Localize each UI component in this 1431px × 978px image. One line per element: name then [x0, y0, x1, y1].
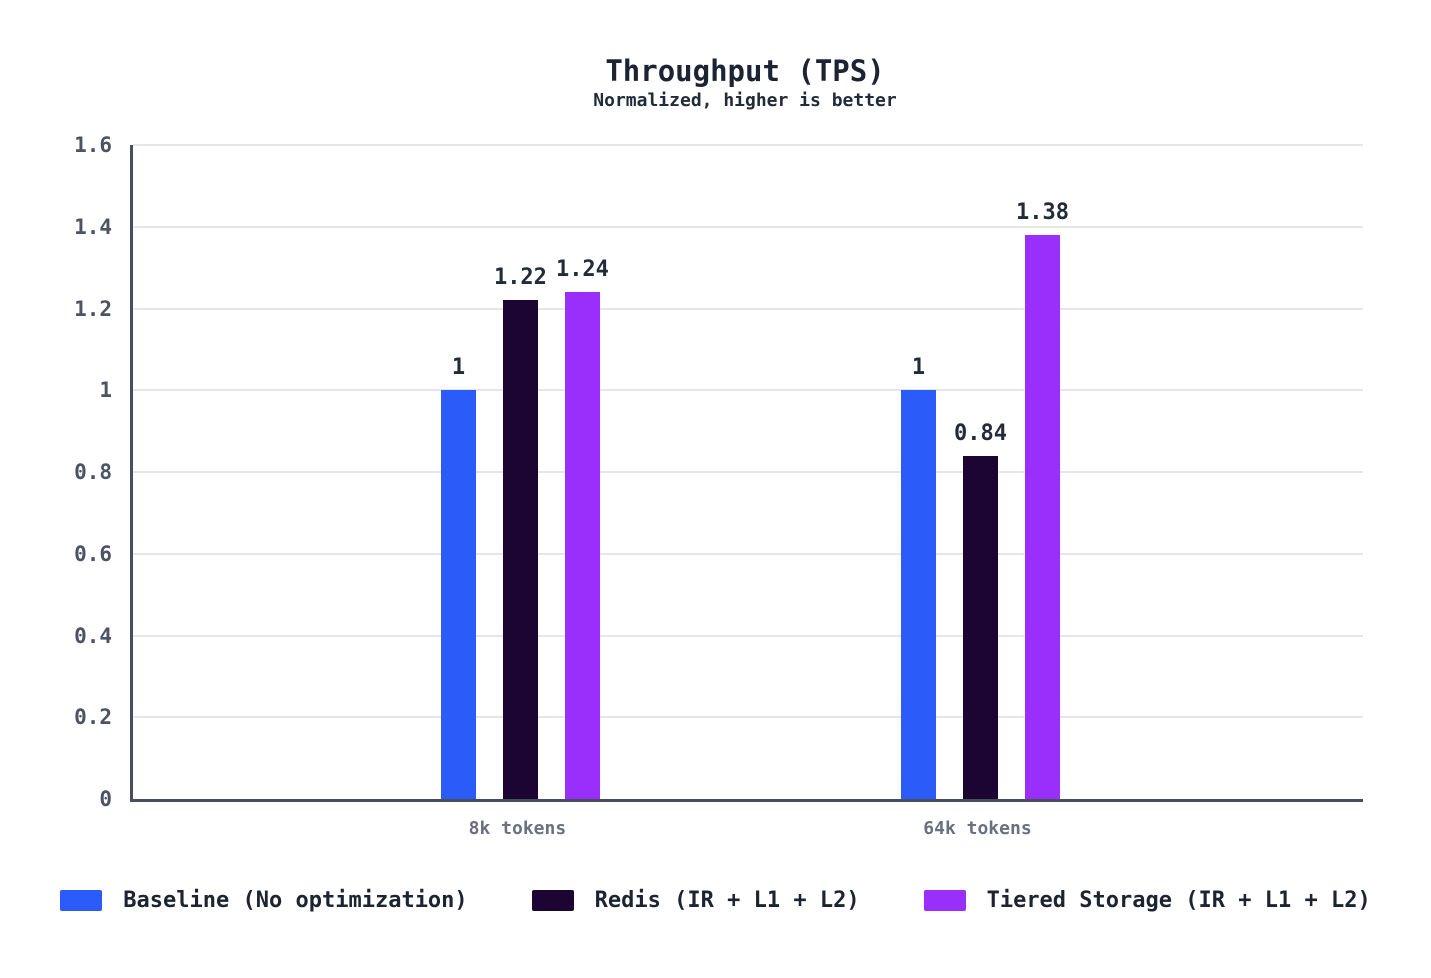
x-category-label: 64k tokens [923, 818, 1032, 839]
legend-item: Tiered Storage (IR + L1 + L2) [923, 888, 1371, 913]
y-tick-label: 1.6 [74, 133, 112, 157]
value-label: 1.24 [555, 257, 609, 283]
gridline [133, 552, 1363, 555]
y-tick-label: 0.4 [74, 623, 112, 648]
legend-swatch [531, 890, 574, 911]
value-label: 1 [451, 355, 466, 381]
value-label: 0.84 [953, 420, 1007, 446]
y-tick-label: 1.2 [74, 296, 112, 321]
y-tick-label: 1 [99, 378, 112, 403]
bar-redis-8k-tokens [502, 300, 538, 799]
bar-redis-64k-tokens [962, 455, 998, 799]
y-tick-label: 0 [99, 787, 112, 811]
gridline [133, 634, 1363, 637]
legend-swatch [60, 890, 103, 911]
y-tick-label: 1.4 [74, 214, 112, 239]
bar-tiered-8k-tokens [564, 292, 600, 799]
chart-title: Throughput (TPS) [605, 54, 885, 88]
gridline [133, 307, 1363, 310]
gridline [133, 389, 1363, 392]
gridline [133, 225, 1363, 228]
legend: Baseline (No optimization) Redis (IR + L1… [0, 888, 1431, 913]
legend-label: Baseline (No optimization) [123, 888, 468, 913]
legend-item: Redis (IR + L1 + L2) [531, 888, 860, 913]
y-tick-label: 0.2 [74, 705, 112, 730]
x-category-label: 8k tokens [468, 818, 567, 839]
value-label: 1 [911, 355, 926, 381]
legend-swatch [923, 890, 966, 911]
value-label: 1.22 [493, 265, 547, 291]
plot-area: 1 1.22 1.24 1 0.84 1.38 [130, 144, 1363, 802]
legend-label: Redis (IR + L1 + L2) [594, 888, 860, 913]
y-tick-label: 0.6 [74, 541, 112, 566]
gridline [133, 471, 1363, 473]
legend-label: Tiered Storage (IR + L1 + L2) [986, 888, 1371, 913]
bar-tiered-64k-tokens [1024, 234, 1060, 799]
gridline [133, 716, 1363, 719]
legend-item: Baseline (No optimization) [60, 888, 468, 913]
bar-baseline-64k-tokens [900, 390, 936, 799]
value-label: 1.38 [1015, 199, 1069, 225]
y-tick-label: 0.8 [74, 460, 112, 484]
gridline [133, 144, 1363, 146]
chart-subtitle: Normalized, higher is better [593, 90, 897, 111]
bar-baseline-8k-tokens [440, 390, 476, 799]
